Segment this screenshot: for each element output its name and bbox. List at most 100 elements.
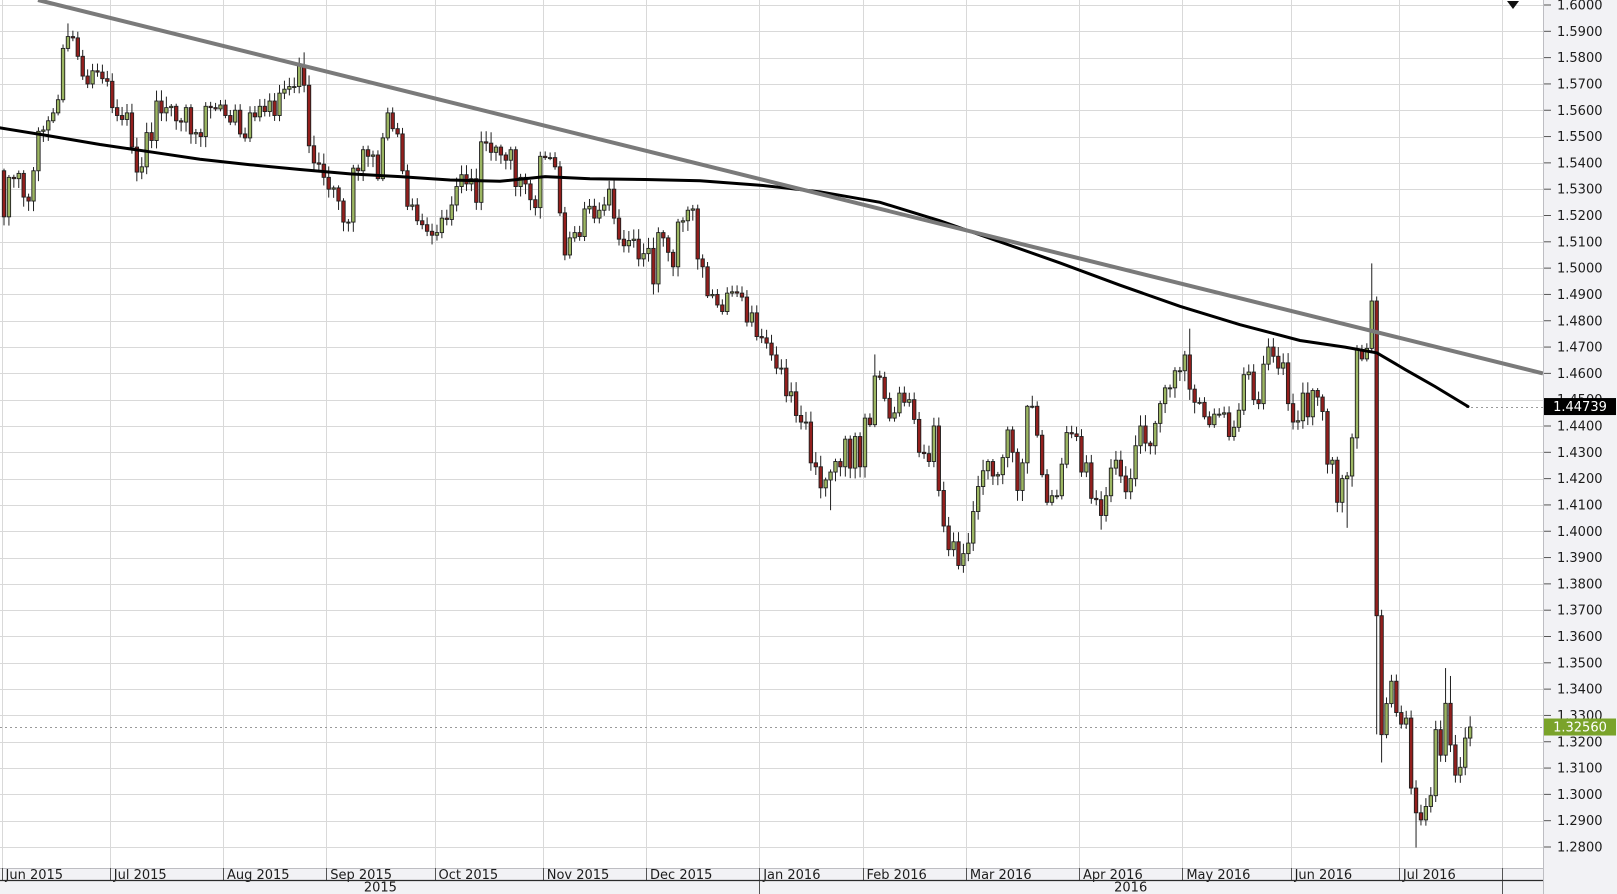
candle-up[interactable] [803,411,809,430]
candle-down[interactable] [1187,328,1192,400]
candle-down[interactable] [80,49,85,80]
candle-up[interactable] [55,94,61,116]
candle-up[interactable] [1030,395,1035,409]
candle-down[interactable] [11,174,16,188]
candle-up[interactable] [980,459,986,495]
candle-up[interactable] [1162,384,1168,414]
candle-down[interactable] [1207,411,1212,428]
candle-up[interactable] [380,132,385,182]
candle-down[interactable] [621,229,627,253]
candle-down[interactable] [611,180,617,225]
candle-up[interactable] [730,285,735,297]
candle-up[interactable] [1428,787,1433,813]
candle-up[interactable] [1330,456,1335,474]
candle-up[interactable] [282,80,287,100]
candle-up[interactable] [434,224,440,241]
candle-up[interactable] [1158,400,1163,433]
candle-down[interactable] [105,70,110,87]
candle-down[interactable] [242,127,248,142]
candle-up[interactable] [626,231,631,253]
candle-down[interactable] [666,235,671,262]
candle-down[interactable] [744,290,750,327]
candle-up[interactable] [843,435,848,477]
candle-up[interactable] [607,180,612,211]
candle-down[interactable] [223,99,228,119]
candle-up[interactable] [823,477,828,497]
candle-down[interactable] [1192,384,1197,414]
candle-down[interactable] [774,346,779,375]
candle-down[interactable] [902,386,907,407]
candle-down[interactable] [1015,448,1020,501]
candle-up[interactable] [1059,457,1064,500]
candle-down[interactable] [784,358,789,403]
candle-up[interactable] [897,386,902,417]
candle-up[interactable] [602,196,607,216]
candle-up[interactable] [1231,420,1237,441]
candle-down[interactable] [1335,456,1340,513]
candle-down[interactable] [115,99,120,122]
candle-up[interactable] [193,128,199,144]
candle-up[interactable] [572,226,577,242]
candle-down[interactable] [528,179,533,211]
candle-down[interactable] [1315,388,1320,406]
candle-down[interactable] [341,198,346,232]
candle-up[interactable] [351,164,356,232]
candle-up[interactable] [1266,338,1271,371]
candle-down[interactable] [552,152,558,170]
x-axis-month-row[interactable] [0,868,1543,881]
candle-up[interactable] [454,177,459,212]
candle-down[interactable] [159,90,164,122]
candle-up[interactable] [828,469,833,511]
candle-down[interactable] [110,73,115,114]
candle-up[interactable] [1310,388,1315,426]
candle-up[interactable] [1468,716,1473,747]
candle-up[interactable] [1345,471,1350,528]
candle-up[interactable] [60,44,66,103]
candle-down[interactable] [415,198,420,226]
candle-up[interactable] [1433,720,1438,803]
candle-up[interactable] [1025,404,1030,474]
candle-down[interactable] [577,225,582,241]
candle-up[interactable] [1443,668,1448,763]
candle-down[interactable] [70,30,76,42]
candle-down[interactable] [705,261,710,299]
candle-down[interactable] [1226,406,1232,441]
candle-up[interactable] [183,104,189,132]
candle-down[interactable] [503,152,508,170]
candle-up[interactable] [1138,415,1143,454]
candle-up[interactable] [646,237,651,262]
candle-down[interactable] [444,209,449,226]
candle-down[interactable] [661,230,666,247]
candle-down[interactable] [1035,401,1040,438]
candle-down[interactable] [700,254,705,278]
candle-down[interactable] [818,455,823,499]
candle-down[interactable] [882,371,887,402]
candle-up[interactable] [479,131,484,211]
candle-up[interactable] [439,209,445,239]
candle-down[interactable] [636,229,641,267]
candle-down[interactable] [720,299,725,315]
candle-up[interactable] [892,406,897,422]
candle-up[interactable] [1404,710,1409,729]
candle-up[interactable] [169,103,174,117]
candle-up[interactable] [1108,459,1114,503]
candle-up[interactable] [410,198,415,211]
x-axis[interactable]: Jun 2015 Jul 2015 Aug 2015 Sep 2015 Oct 2015… [0,868,1543,894]
candle-up[interactable] [582,201,587,242]
candle-down[interactable] [1202,397,1207,420]
candle-up[interactable] [1458,757,1463,783]
candle-up[interactable] [631,229,636,248]
candle-up[interactable] [154,90,159,149]
candle-down[interactable] [178,117,184,132]
candle-up[interactable] [1197,397,1202,405]
candle-up[interactable] [690,204,695,221]
candle-down[interactable] [429,223,435,245]
candle-up[interactable] [656,227,661,293]
candle-up[interactable] [779,359,784,375]
candle-up[interactable] [1212,408,1217,428]
candle-up[interactable] [1281,353,1286,376]
candle-up[interactable] [1182,350,1187,382]
candle-up[interactable] [385,107,390,141]
candle-up[interactable] [966,532,971,562]
candle-up[interactable] [1133,435,1138,487]
